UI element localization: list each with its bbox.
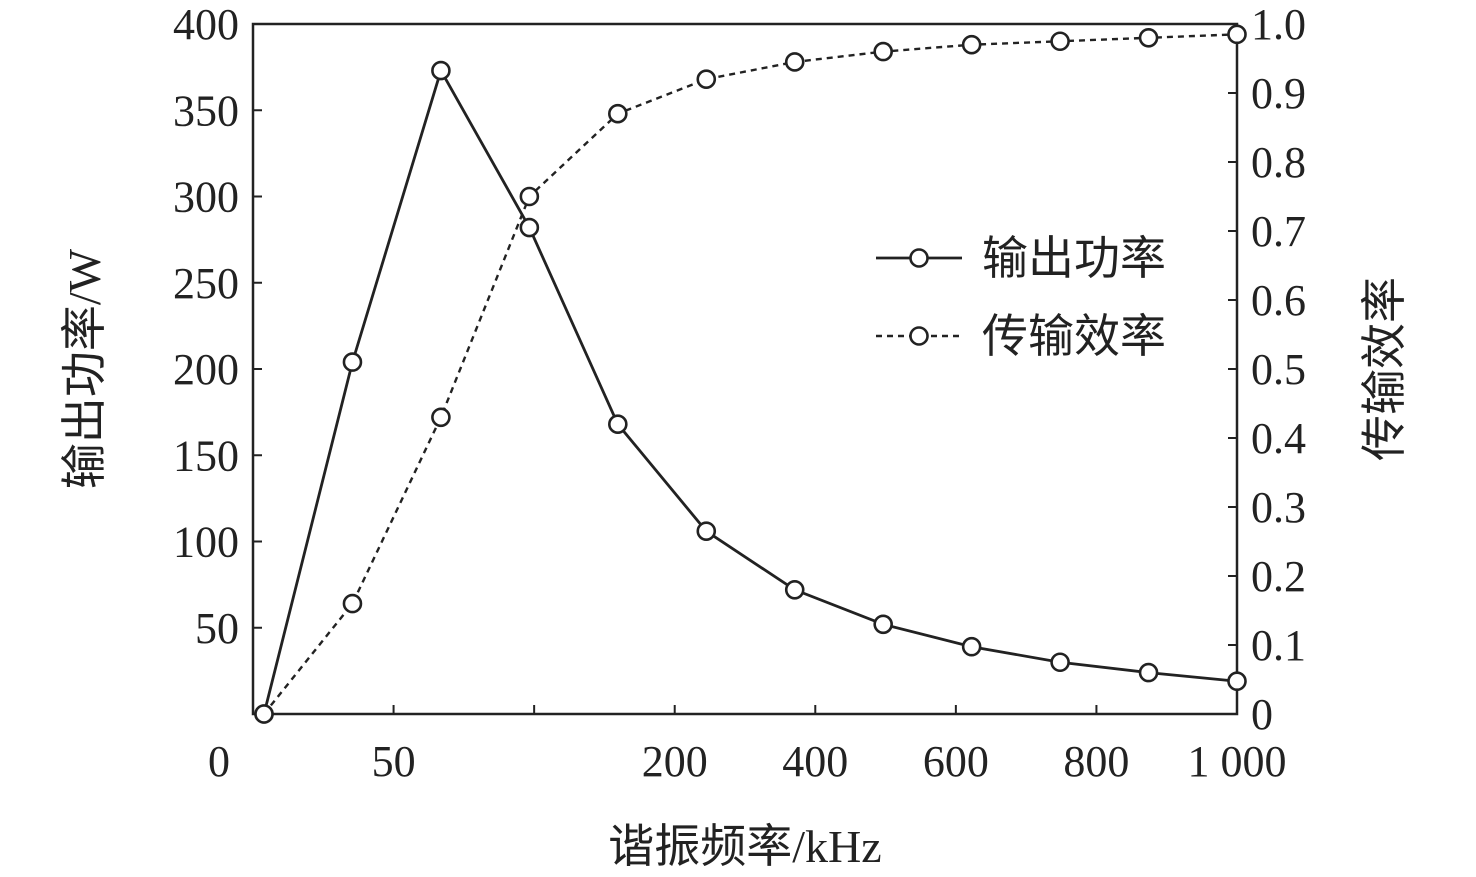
axis-ticks: 50 100 150 200 250 300 350 400 0 0.1 0.2 0.3 0.4 0.5 0…	[173, 0, 1306, 786]
y-left-axis-title: 输出功率/W	[59, 248, 110, 489]
data-point-efficiency	[1227, 24, 1247, 45]
y-right-tick-label: 0.4	[1251, 414, 1306, 463]
data-point-efficiency	[519, 186, 540, 207]
data-point-output-power	[1138, 662, 1159, 683]
data-point-output-power	[961, 636, 982, 657]
data-point-efficiency	[1138, 27, 1159, 48]
y-right-axis-title: 传输效率	[1359, 277, 1410, 461]
x-tick-label: 600	[923, 737, 989, 786]
y-left-tick-label: 200	[173, 345, 239, 394]
x-tick-label: 1 000	[1188, 737, 1287, 786]
y-right-tick-label: 0.8	[1251, 138, 1306, 187]
data-point-efficiency	[784, 52, 805, 72]
x-tick-label: 400	[782, 737, 848, 786]
y-right-tick-label: 0.7	[1251, 207, 1306, 256]
data-point-output-power	[1227, 671, 1247, 692]
data-point-efficiency	[608, 103, 628, 124]
y-right-tick-label: 0.5	[1251, 345, 1306, 394]
data-point-output-power	[1050, 652, 1070, 673]
series-group	[254, 24, 1247, 724]
y-right-tick-label: 1.0	[1251, 0, 1306, 49]
data-point-output-power	[784, 579, 805, 600]
y-right-tick-label: 0.2	[1251, 552, 1306, 601]
y-right-tick-label: 0.1	[1251, 621, 1306, 670]
x-axis-title: 谐振频率/kHz	[608, 821, 881, 872]
data-point-output-power	[431, 60, 451, 81]
data-point-efficiency	[254, 704, 274, 724]
legend-label-efficiency: 传输效率	[982, 311, 1166, 362]
plot-frame	[251, 22, 1239, 716]
data-point-efficiency	[431, 407, 451, 428]
data-point-efficiency	[961, 34, 982, 55]
y-left-tick-label: 350	[173, 86, 239, 135]
y-left-tick-label: 50	[195, 604, 239, 653]
y-left-tick-label: 100	[173, 518, 239, 567]
y-left-tick-label: 150	[173, 431, 239, 480]
legend-label-output-power: 输出功率	[982, 233, 1166, 284]
y-left-tick-label: 300	[173, 173, 239, 222]
legend-marker-output-power	[909, 248, 929, 268]
y-right-tick-label: 0.3	[1251, 483, 1306, 532]
x-tick-label: 800	[1063, 737, 1129, 786]
y-right-tick-label: 0.9	[1251, 69, 1306, 118]
data-point-efficiency	[1050, 31, 1070, 52]
series-line-output-power	[262, 67, 1238, 715]
legend-marker-efficiency	[909, 326, 929, 346]
x-tick-label: 0	[208, 737, 230, 786]
data-point-efficiency	[873, 41, 893, 62]
y-left-tick-label: 400	[173, 0, 239, 49]
data-point-output-power	[873, 614, 893, 635]
y-right-tick-label: 0	[1251, 690, 1273, 739]
data-point-output-power	[519, 217, 540, 238]
y-right-tick-label: 0.6	[1251, 276, 1306, 325]
data-point-output-power	[608, 414, 628, 435]
data-point-efficiency	[696, 69, 717, 89]
x-tick-label: 50	[372, 737, 416, 786]
x-tick-label: 200	[642, 737, 708, 786]
data-point-output-power	[696, 521, 717, 541]
data-point-output-power	[342, 352, 363, 372]
data-point-efficiency	[342, 593, 363, 614]
y-left-tick-label: 250	[173, 259, 239, 308]
series-line-efficiency	[263, 33, 1238, 715]
